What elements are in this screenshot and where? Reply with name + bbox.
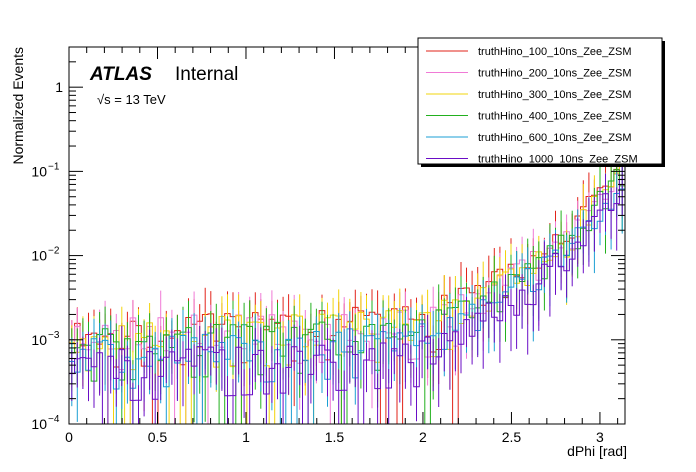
y-tick-label-1: 1: [55, 79, 63, 95]
histogram-line-1000: [69, 178, 625, 425]
y-tick-exponent-1e−3: −3: [48, 330, 60, 341]
energy-label: √s = 13 TeV: [97, 92, 166, 107]
legend-entry-1000: truthHino_1000_10ns_Zee_ZSM: [426, 154, 638, 166]
legend-entry-100: truthHino_100_10ns_Zee_ZSM: [426, 46, 631, 58]
legend: truthHino_100_10ns_Zee_ZSM truthHino_200_…: [417, 37, 665, 167]
legend-entry-600: truthHino_600_10ns_Zee_ZSM: [426, 132, 631, 144]
y-tick-label-1e−3: 10: [31, 332, 47, 348]
atlas-label: ATLAS: [89, 64, 152, 85]
plot-frame: [68, 46, 626, 425]
x-tick-label-0.5: 0.5: [148, 429, 168, 445]
legend-label-600: truthHino_600_10ns_Zee_ZSM: [478, 132, 631, 144]
x-tick-label-3: 3: [596, 429, 604, 445]
legend-label-300: truthHino_300_10ns_Zee_ZSM: [478, 89, 631, 101]
x-tick-label-2.5: 2.5: [502, 429, 522, 445]
x-axis-title: dPhi [rad]: [567, 443, 627, 459]
axis-ticks: 0 0.5 1 1.5 2 2.5 310 −410 −310 −210 −11: [31, 46, 625, 445]
legend-entry-200: truthHino_200_10ns_Zee_ZSM: [426, 68, 631, 80]
legend-entry-400: truthHino_400_10ns_Zee_ZSM: [426, 111, 631, 123]
y-tick-label-1e−2: 10: [31, 248, 47, 264]
legend-label-100: truthHino_100_10ns_Zee_ZSM: [478, 46, 631, 58]
y-tick-exponent-1e−4: −4: [48, 414, 60, 425]
legend-entry-300: truthHino_300_10ns_Zee_ZSM: [426, 89, 631, 101]
series-truthHino_1000_10ns_Zee_ZSM: [69, 154, 625, 425]
x-tick-label-0: 0: [65, 429, 73, 445]
legend-label-1000: truthHino_1000_10ns_Zee_ZSM: [478, 154, 638, 166]
x-tick-label-2: 2: [419, 429, 427, 445]
legend-box: [417, 37, 663, 165]
y-tick-label-1e−1: 10: [31, 163, 47, 179]
legend-label-400: truthHino_400_10ns_Zee_ZSM: [478, 111, 631, 123]
x-tick-label-1: 1: [242, 429, 250, 445]
x-tick-label-1.5: 1.5: [325, 429, 345, 445]
y-tick-exponent-1e−1: −1: [48, 161, 60, 172]
y-axis-title: Normalized Events: [10, 47, 26, 165]
y-tick-label-1e−4: 10: [31, 416, 47, 432]
legend-label-200: truthHino_200_10ns_Zee_ZSM: [478, 68, 631, 80]
internal-label: Internal: [175, 64, 238, 85]
y-tick-exponent-1e−2: −2: [48, 246, 60, 257]
histogram-series-layer: [69, 134, 625, 425]
legend-entries: truthHino_100_10ns_Zee_ZSM truthHino_200_…: [426, 46, 638, 166]
